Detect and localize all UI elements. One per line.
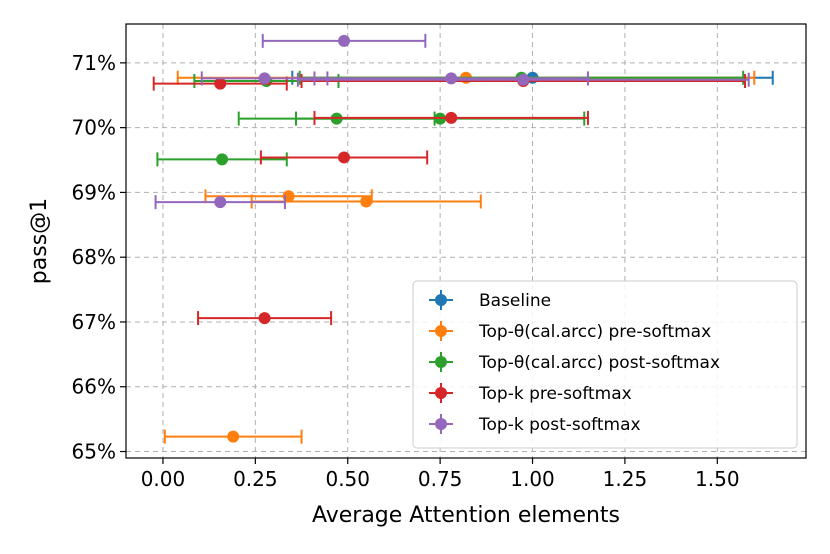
- legend-entry-2: Top-θ(cal.arcc) post-softmax: [429, 352, 720, 373]
- x-axis: 0.00 0.25 0.50 0.75 1.00 1.25 1.50: [141, 458, 740, 491]
- legend-label: Top-θ(cal.arcc) pre-softmax: [478, 322, 711, 342]
- legend-marker: [435, 356, 447, 368]
- x-tick-label: 1.25: [603, 467, 648, 491]
- y-tick-label: 69%: [72, 180, 116, 204]
- plot-frame: [125, 23, 807, 459]
- legend-entry-4: Top-k post-softmax: [429, 414, 641, 435]
- data-point: [338, 34, 351, 47]
- y-tick-label: 65%: [72, 440, 116, 464]
- legend-label: Top-k pre-softmax: [478, 384, 632, 404]
- data-point: [360, 195, 373, 208]
- x-tick-label: 1.50: [695, 467, 740, 491]
- data-point: [258, 72, 271, 85]
- legend-marker: [435, 325, 447, 337]
- data-point: [216, 153, 229, 166]
- legend-marker: [435, 294, 447, 306]
- legend-entry-1: Top-θ(cal.arcc) pre-softmax: [429, 321, 711, 342]
- data-point: [258, 312, 271, 325]
- data-point: [445, 72, 458, 85]
- x-tick-label: 0.75: [418, 467, 463, 491]
- x-tick-label: 0.50: [325, 467, 370, 491]
- legend-marker: [435, 387, 447, 399]
- data-point: [214, 77, 227, 90]
- series-4: [154, 33, 750, 210]
- legend-label: Top-θ(cal.arcc) post-softmax: [478, 353, 720, 373]
- x-tick-label: 0.25: [233, 467, 278, 491]
- y-tick-label: 66%: [72, 375, 116, 399]
- x-tick-label: 0.00: [141, 467, 186, 491]
- y-axis-label: pass@1: [27, 198, 52, 284]
- legend-marker: [435, 418, 447, 430]
- data-point: [517, 73, 530, 86]
- legend-label: Top-k post-softmax: [478, 415, 641, 435]
- y-tick-label: 67%: [72, 310, 116, 334]
- legend-entry-0: Baseline: [429, 290, 551, 311]
- data-point: [214, 196, 227, 209]
- y-tick-label: 71%: [72, 51, 116, 75]
- x-axis-label: Average Attention elements: [312, 503, 620, 528]
- legend-label: Baseline: [479, 291, 551, 311]
- legend-entry-3: Top-k pre-softmax: [429, 383, 632, 404]
- legend: Baseline Top-θ(cal.arcc) pre-softmax Top-θ…: [412, 280, 798, 449]
- data-point: [227, 430, 240, 443]
- data-point: [338, 151, 351, 164]
- x-tick-label: 1.00: [510, 467, 555, 491]
- y-tick-label: 68%: [72, 245, 116, 269]
- y-tick-label: 70%: [72, 116, 116, 140]
- legend-box: [412, 280, 798, 449]
- series-layer: [152, 33, 774, 444]
- data-point: [445, 111, 458, 124]
- y-axis: 65% 66% 67% 68% 69% 70% 71%: [72, 51, 126, 464]
